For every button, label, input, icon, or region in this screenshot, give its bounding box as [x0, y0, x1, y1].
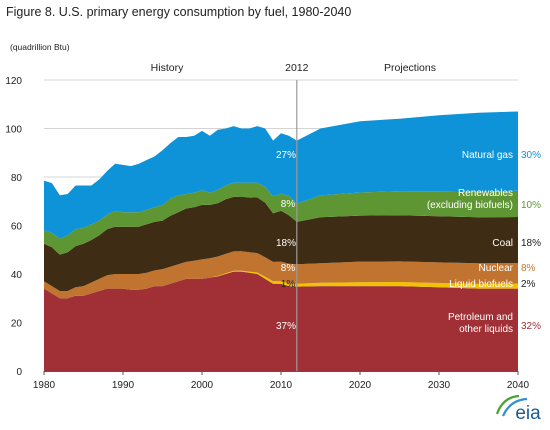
series-label-liquid-biofuels: Liquid biofuels	[449, 279, 513, 290]
y-axis-label: (quadrillion Btu)	[10, 42, 70, 52]
series-label-renewables-excluding-biofuels: (excluding biofuels)	[427, 200, 513, 211]
logo-swoosh-green	[495, 394, 520, 415]
history-label: History	[151, 62, 184, 74]
y-tick-label: 40	[11, 270, 23, 281]
share-2040-liquid-biofuels: 2%	[521, 279, 536, 290]
x-tick-label: 1990	[112, 380, 135, 391]
area-nuclear	[44, 251, 518, 299]
logo-text: eia	[515, 403, 541, 424]
y-tick-label: 60	[11, 222, 23, 233]
logo-swoosh-blue	[501, 397, 528, 417]
series-label-petroleum-and-other-liquids: Petroleum and	[448, 312, 513, 323]
share-2040-petroleum-and-other-liquids: 32%	[521, 321, 541, 332]
x-tick-label: 2030	[428, 380, 451, 391]
series-labels: Natural gas 27% 30% Renewables(excluding bi…	[276, 150, 541, 335]
area-petroleum-and-other-liquids	[44, 271, 518, 371]
divider-label: 2012	[285, 62, 309, 74]
series-label-coal: Coal	[492, 238, 513, 249]
area-natural-gas	[44, 111, 518, 239]
series-label-nuclear: Nuclear	[479, 263, 514, 274]
projections-label: Projections	[384, 62, 436, 74]
area-liquid-biofuels	[44, 270, 518, 299]
x-tick-label: 2040	[507, 380, 530, 391]
share-2040-coal: 18%	[521, 238, 541, 249]
series-label-petroleum-and-other-liquids: other liquids	[459, 324, 513, 335]
share-2012-coal: 18%	[276, 238, 296, 249]
region-labels: History Projections	[151, 62, 436, 74]
share-2040-natural-gas: 30%	[521, 150, 541, 161]
x-tick-label: 1980	[33, 380, 56, 391]
series-label-natural-gas: Natural gas	[462, 150, 513, 161]
series-label-renewables-excluding-biofuels: Renewables	[458, 188, 513, 199]
x-tick-label: 2000	[191, 380, 214, 391]
eia-logo: eia	[495, 394, 541, 424]
share-2012-petroleum-and-other-liquids: 37%	[276, 321, 296, 332]
x-tick-label: 2010	[270, 380, 293, 391]
y-tick-label: 20	[11, 319, 23, 330]
chart-title: Figure 8. U.S. primary energy consumptio…	[6, 5, 351, 19]
share-2040-renewables-excluding-biofuels: 10%	[521, 200, 541, 211]
stacked-areas	[44, 111, 518, 371]
y-tick-label: 80	[11, 173, 23, 184]
y-tick-label: 0	[16, 367, 22, 378]
area-coal	[44, 196, 518, 291]
y-tick-label: 120	[5, 76, 22, 87]
x-tick-label: 2020	[349, 380, 372, 391]
area-renewables-excluding-biofuels	[44, 182, 518, 255]
share-2012-nuclear: 8%	[281, 263, 296, 274]
divider-2012: 2012	[285, 62, 309, 371]
y-tick-label: 100	[5, 125, 22, 136]
share-2012-renewables-excluding-biofuels: 8%	[281, 199, 296, 210]
share-2012-liquid-biofuels: 1%	[281, 279, 296, 290]
share-2040-nuclear: 8%	[521, 263, 536, 274]
share-2012-natural-gas: 27%	[276, 150, 296, 161]
